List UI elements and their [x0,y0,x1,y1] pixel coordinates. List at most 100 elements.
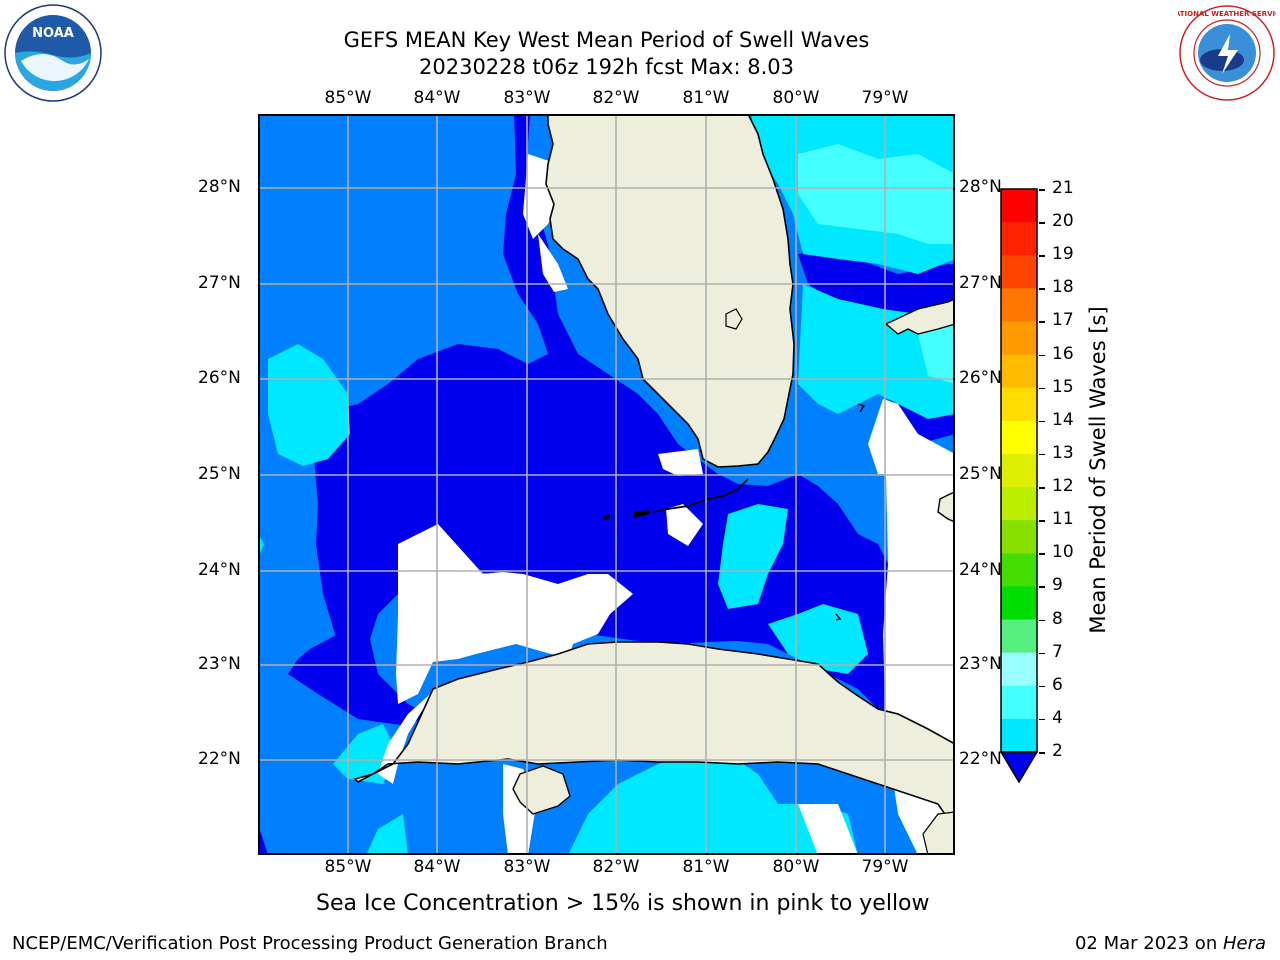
key-west-island [603,514,610,520]
colorbar-tick-label: 12 [1052,476,1074,497]
map-panel [258,113,956,856]
swell-field-4-6 [268,344,350,466]
nws-logo-text: NATIONAL WEATHER SERVICE [1178,10,1276,18]
colorbar-segment [1001,387,1037,422]
swell-field-4-6 [718,504,788,609]
colorbar [999,186,1040,786]
colorbar-tick-mark [1039,487,1045,489]
swell-field-6-7 [918,324,955,384]
lon-label-top: 84°W [413,88,461,108]
colorbar-tick-label: 14 [1052,409,1074,430]
colorbar-extend-arrow [999,751,1039,784]
colorbar-tick-mark [1039,586,1045,588]
lake-okeechobee [725,308,743,330]
colorbar-tick-mark [1039,752,1045,754]
colorbar-tick-mark [1039,189,1045,191]
footer-date: 02 Mar 2023 on Hera [1075,933,1266,954]
lat-label-left: 27°N [198,273,241,293]
no-data-area [868,399,955,474]
no-data-area [483,572,548,604]
graticule [258,114,955,855]
colorbar-segment [1001,321,1037,356]
colorbar-segment [1001,288,1037,322]
colorbar-tick-mark [1039,387,1045,390]
noaa-logo: NOAA [3,3,103,103]
lat-label-right: 22°N [959,749,1002,769]
colorbar-segment [1001,255,1037,289]
colorbar-tick-label: 13 [1052,442,1074,463]
map-canvas [258,113,956,856]
lat-label-left: 25°N [198,464,241,484]
colorbar-segment [1001,586,1037,621]
noaa-logo-text: NOAA [32,26,74,41]
swell-field-below-2 [258,824,268,855]
lat-label-right: 25°N [959,464,1002,484]
swell-field-below-2 [798,249,955,314]
colorbar-segment [1001,487,1037,521]
colorbar-tick-mark [1039,420,1045,423]
colorbar-segment [1001,685,1037,720]
no-data-area [396,524,633,704]
lon-label-bottom: 85°W [324,857,372,877]
colorbar-tick-label: 4 [1052,707,1063,728]
colorbar-label: Mean Period of Swell Waves [s] [1086,306,1110,634]
swell-field-6-7 [798,144,955,244]
colorbar-tick-label: 8 [1052,608,1063,629]
colorbar-tick-label: 19 [1052,244,1074,265]
colorbar-segment [1001,520,1037,554]
colorbar-tick-mark [1039,288,1045,290]
swell-field-4-6 [568,754,858,855]
lon-label-top: 81°W [682,88,730,108]
lat-label-left: 28°N [198,177,241,197]
colorbar-frame [1000,188,1038,753]
footer-date-text: 02 Mar 2023 on [1074,933,1223,954]
colorbar-tick-label: 10 [1052,542,1074,563]
lon-label-top: 82°W [592,88,640,108]
colorbar-tick-label: 2 [1052,741,1063,761]
lat-label-left: 24°N [198,560,241,580]
map-frame [258,114,955,855]
colorbar-segment [1001,420,1037,455]
colorbar-tick-mark [1039,453,1045,456]
lon-label-top: 80°W [772,88,820,108]
lat-label-left: 26°N [198,368,241,388]
colorbar-svg [999,188,1039,784]
bahamas-land [835,613,842,621]
lat-label-right: 24°N [959,560,1002,580]
colorbar-tick-mark [1039,520,1045,522]
lon-label-bottom: 79°W [861,857,909,877]
no-data-area [798,804,858,855]
colorbar-tick-label: 17 [1052,310,1074,331]
lon-label-top: 79°W [861,88,909,108]
colorbar-tick-mark [1039,652,1045,655]
lat-label-right: 28°N [959,177,1002,197]
florida-keys [634,510,650,518]
nws-logo: NATIONAL WEATHER SERVICE [1169,4,1280,102]
colorbar-tick-label: 15 [1052,376,1074,397]
colorbar-segment [1001,652,1037,687]
no-data-area [666,504,703,546]
colorbar-segment [1001,354,1037,389]
lon-label-top: 83°W [503,88,551,108]
bahamas-land [884,297,956,335]
colorbar-tick-label: 7 [1052,641,1063,662]
lon-label-bottom: 84°W [413,857,461,877]
lon-label-bottom: 82°W [592,857,640,877]
bahamas-land [857,403,866,413]
colorbar-tick-label: 21 [1052,178,1074,198]
lat-label-left: 22°N [198,749,241,769]
footer-branch: NCEP/EMC/Verification Post Processing Pr… [12,933,608,954]
no-data-area [378,684,438,784]
colorbar-tick-mark [1039,222,1045,224]
lat-label-right: 26°N [959,368,1002,388]
colorbar-tick-label: 11 [1052,509,1074,530]
lat-label-left: 23°N [198,654,241,674]
colorbar-tick-mark [1039,685,1045,688]
colorbar-segment [1001,222,1037,256]
colorbar-tick-mark [1039,718,1045,721]
map-title-line2: 20230228 t06z 192h fcst Max: 8.03 [419,55,794,79]
lon-label-top: 85°W [324,88,372,108]
swell-field-4-6 [366,814,408,855]
no-data-area [658,449,703,476]
colorbar-tick-mark [1039,354,1045,357]
